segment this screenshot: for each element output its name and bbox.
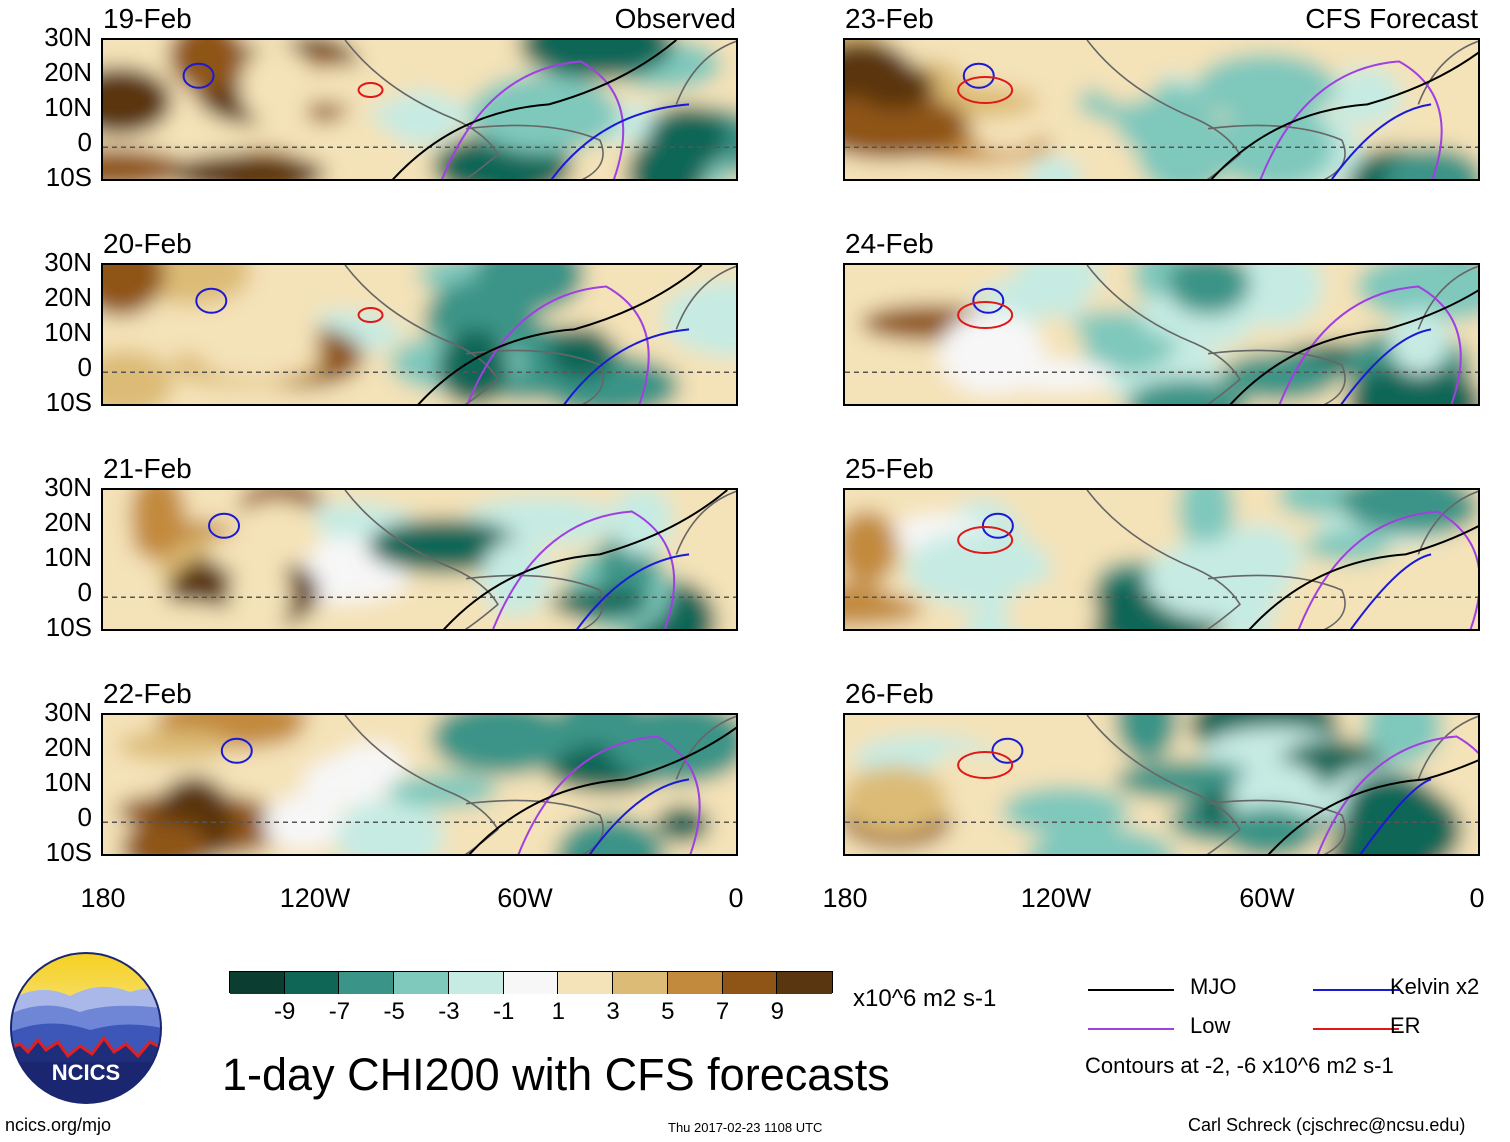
colorbar-tick-label: -9 xyxy=(274,998,296,1025)
footer-website: ncics.org/mjo xyxy=(5,1115,112,1135)
colorbar-swatch xyxy=(284,972,340,994)
logo-text: NCICS xyxy=(52,1060,120,1085)
panel-date: 20-Feb xyxy=(103,228,192,259)
footer-author: Carl Schreck (cjschrec@ncsu.edu) xyxy=(1188,1115,1466,1135)
colorbar-swatch xyxy=(339,972,395,994)
panel-label-observed: Observed xyxy=(614,3,736,34)
legend-low-label: Low xyxy=(1190,1013,1231,1038)
lon-label: 120W xyxy=(279,883,351,913)
legend-kelvin-label: Kelvin x2 xyxy=(1390,974,1480,999)
colorbar-swatch xyxy=(394,972,449,994)
lat-label: 0 xyxy=(77,352,92,382)
lat-label: 10N xyxy=(44,767,92,797)
lon-label: 0 xyxy=(728,883,744,913)
lon-label: 60W xyxy=(497,883,553,913)
colorbar-tick-label: 5 xyxy=(661,998,675,1025)
colorbar-tick-label: 7 xyxy=(715,998,730,1025)
map-field xyxy=(845,490,1478,629)
legend-low-line xyxy=(1088,1028,1174,1030)
lat-label: 20N xyxy=(44,282,92,312)
colorbar-swatch xyxy=(667,972,723,994)
lat-label: 30N xyxy=(44,472,92,502)
lat-label: 10N xyxy=(44,92,92,122)
map-panel xyxy=(101,38,738,181)
colorbar-swatch xyxy=(558,972,614,994)
colorbar-swatch xyxy=(613,972,668,994)
lat-label: 30N xyxy=(44,22,92,52)
lon-label: 180 xyxy=(822,883,868,913)
colorbar-tick-label: -3 xyxy=(438,998,460,1025)
panel-date: 26-Feb xyxy=(845,678,934,709)
map-panel xyxy=(101,713,738,856)
map-field xyxy=(103,40,736,179)
panel-date: 22-Feb xyxy=(103,678,192,709)
colorbar xyxy=(229,971,833,994)
map-field xyxy=(103,490,736,629)
footer-timestamp: Thu 2017-02-23 1108 UTC xyxy=(668,1120,823,1135)
colorbar-tick-label: -7 xyxy=(328,998,351,1025)
map-panel xyxy=(101,488,738,631)
lon-label: 180 xyxy=(80,883,126,913)
lat-label: 10S xyxy=(45,387,92,417)
lat-label: 0 xyxy=(77,802,92,832)
lat-label: 0 xyxy=(77,577,92,607)
lat-label: 10N xyxy=(44,317,92,347)
lon-label: 0 xyxy=(1469,883,1485,913)
colorbar-tick-label: 1 xyxy=(551,998,566,1025)
colorbar-swatch xyxy=(503,972,559,994)
map-field xyxy=(845,715,1478,854)
panel-date: 21-Feb xyxy=(103,453,192,484)
legend-mjo-label: MJO xyxy=(1190,974,1237,999)
lat-label: 0 xyxy=(77,127,92,157)
legend-er-label: ER xyxy=(1390,1013,1421,1038)
map-field xyxy=(103,715,736,854)
lat-label: 30N xyxy=(44,247,92,277)
legend-kelvin-line xyxy=(1313,989,1399,991)
panel-date: 24-Feb xyxy=(845,228,934,259)
colorbar-swatch xyxy=(777,972,832,994)
lon-label: 120W xyxy=(1020,883,1092,913)
colorbar-tick-label: -5 xyxy=(383,998,405,1025)
panel-date: 25-Feb xyxy=(845,453,934,484)
chart-title: 1-day CHI200 with CFS forecasts xyxy=(222,1049,890,1100)
colorbar-tick-label: -1 xyxy=(492,998,515,1025)
colorbar-tick-label: 3 xyxy=(606,998,620,1025)
colorbar-swatch xyxy=(722,972,778,994)
lat-label: 20N xyxy=(44,732,92,762)
colorbar-tick-label: 9 xyxy=(770,998,784,1025)
map-panel xyxy=(843,263,1480,406)
lon-label: 60W xyxy=(1239,883,1295,913)
lat-label: 10S xyxy=(45,612,92,642)
lat-label: 20N xyxy=(44,507,92,537)
map-field xyxy=(845,265,1478,404)
legend-er-line xyxy=(1313,1028,1399,1030)
map-panel xyxy=(101,263,738,406)
lat-label: 10S xyxy=(45,162,92,192)
map-field xyxy=(845,40,1478,179)
legend-contours-note: Contours at -2, -6 x10^6 m2 s-1 xyxy=(1085,1053,1394,1078)
lat-label: 10N xyxy=(44,542,92,572)
ncics-logo: NCICS xyxy=(10,952,162,1104)
colorbar-swatch xyxy=(448,972,504,994)
legend-mjo-line xyxy=(1088,989,1174,991)
map-field xyxy=(103,265,736,404)
panel-label-cfs-forecast: CFS Forecast xyxy=(1305,3,1478,34)
lat-label: 30N xyxy=(44,697,92,727)
map-panel xyxy=(843,488,1480,631)
lat-label: 10S xyxy=(45,837,92,867)
lat-label: 20N xyxy=(44,57,92,87)
panel-date: 23-Feb xyxy=(845,3,934,34)
colorbar-units: x10^6 m2 s-1 xyxy=(853,985,997,1012)
panel-date: 19-Feb xyxy=(103,3,192,34)
map-panel xyxy=(843,38,1480,181)
colorbar-swatch xyxy=(230,972,285,994)
map-panel xyxy=(843,713,1480,856)
